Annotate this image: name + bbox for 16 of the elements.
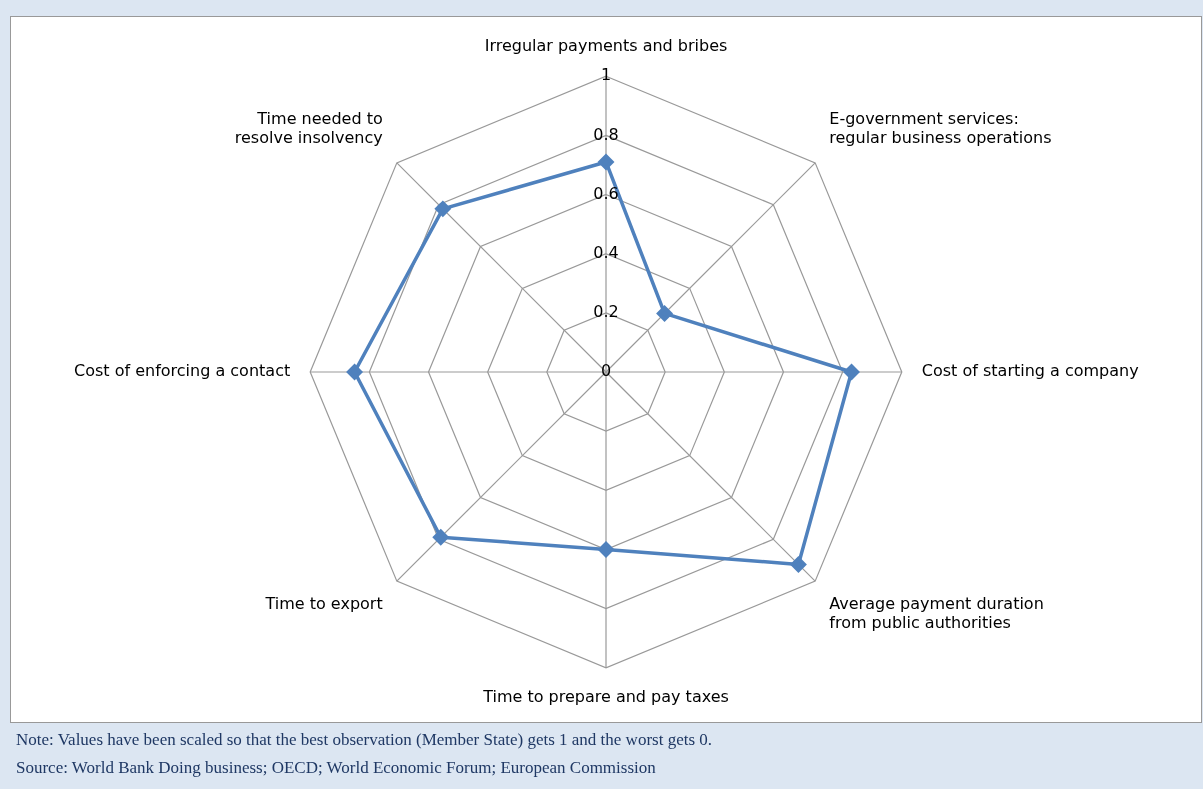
- spoke-label: Time to prepare and pay taxes: [482, 686, 729, 706]
- spoke-label: Cost of enforcing a contact: [74, 361, 291, 381]
- spoke-label: E-government services: regular business operations: [829, 109, 1052, 148]
- spoke-label: Time needed to resolve insolvency: [234, 109, 383, 148]
- spoke-label: Average payment duration from public authorities: [829, 594, 1044, 633]
- spoke-label: Irregular payments and bribes: [484, 35, 728, 55]
- y-tick-label: 0.8: [593, 124, 619, 144]
- source-note: Source: World Bank Doing business; OECD; World Economic Forum; European Commission: [16, 758, 657, 778]
- spoke-label: Cost of starting a company: [921, 361, 1139, 381]
- y-tick-label: 1: [600, 65, 612, 85]
- y-tick-label: 0.2: [593, 302, 619, 321]
- text: Note: Values have been scaled so that the best observation (Member State) gets 1 and the worst gets 0.: [16, 730, 713, 750]
- y-tick-label: 0: [600, 361, 612, 381]
- y-tick-label: 0.4: [593, 242, 619, 262]
- y-tick-label: 0.6: [593, 183, 619, 203]
- spoke-label: Time to export: [264, 594, 383, 614]
